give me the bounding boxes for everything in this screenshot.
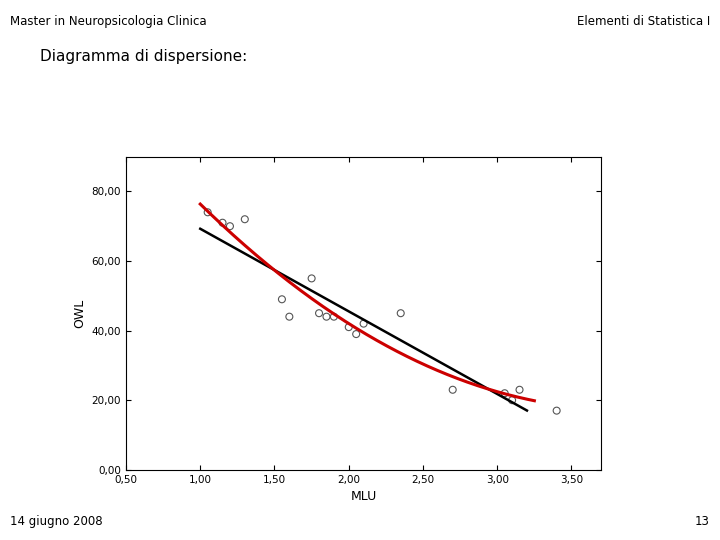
Text: 14 giugno 2008: 14 giugno 2008 [10, 515, 103, 528]
Point [217, 218, 228, 227]
Point [395, 309, 407, 318]
Point [239, 215, 251, 224]
Point [506, 396, 518, 404]
Point [328, 312, 340, 321]
Point [202, 208, 213, 217]
Point [276, 295, 288, 303]
Point [351, 330, 362, 339]
Point [358, 319, 369, 328]
Point [514, 386, 526, 394]
Point [320, 312, 332, 321]
Point [447, 386, 459, 394]
Y-axis label: OWL: OWL [73, 299, 86, 328]
Point [306, 274, 318, 283]
Point [313, 309, 325, 318]
Text: Diagramma di dispersione:: Diagramma di dispersione: [40, 49, 247, 64]
Point [284, 312, 295, 321]
Point [551, 406, 562, 415]
Point [343, 323, 354, 332]
Text: Master in Neuropsicologia Clinica: Master in Neuropsicologia Clinica [10, 15, 207, 28]
X-axis label: MLU: MLU [351, 490, 377, 503]
Point [224, 222, 235, 231]
Text: 13: 13 [695, 515, 710, 528]
Text: Elementi di Statistica I: Elementi di Statistica I [577, 15, 710, 28]
Point [499, 389, 510, 397]
